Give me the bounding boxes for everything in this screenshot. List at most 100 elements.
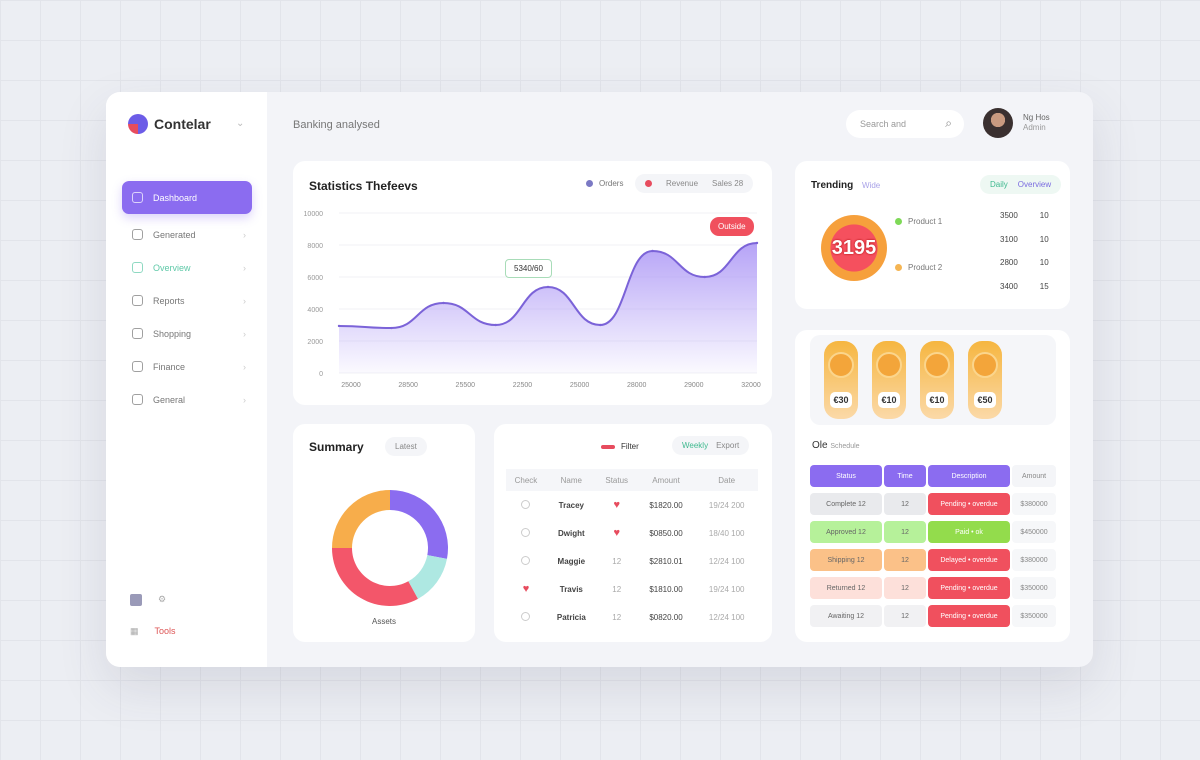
- table-row[interactable]: Dwight ♥ $0850.00 18/40 100: [506, 519, 758, 547]
- sidebar: Contelar ⌄ Dashboard Generated › Overview › R…: [106, 92, 267, 667]
- grid-row[interactable]: Complete 12 12 Pending • overdue $380000: [810, 493, 1056, 515]
- sidebar-item-shopping[interactable]: Shopping ›: [122, 317, 252, 350]
- area-chart: 0 2000 4000 6000 8000 10000 25000 28500 25500 225…: [304, 211, 761, 389]
- data-point[interactable]: [337, 324, 341, 328]
- table-row[interactable]: Patricia 12 $0820.00 12/24 100: [506, 603, 758, 631]
- trending-tag: Wide: [862, 181, 881, 190]
- data-point[interactable]: [651, 249, 654, 253]
- donut-slice-purple[interactable]: [390, 490, 448, 559]
- data-point[interactable]: [755, 241, 759, 245]
- reward-badge[interactable]: €10: [872, 341, 906, 419]
- nav-icon: [132, 394, 143, 405]
- y-tick-label: 10000: [304, 211, 324, 218]
- chevron-right-icon: ›: [243, 262, 246, 273]
- reward-badge[interactable]: €10: [920, 341, 954, 419]
- sidebar-item-finance[interactable]: Finance ›: [122, 350, 252, 383]
- nav-label: Overview: [153, 262, 191, 273]
- grid-header-cell[interactable]: Description: [928, 465, 1010, 487]
- sidebar-item-reports[interactable]: Reports ›: [122, 284, 252, 317]
- series-line-orders: [338, 242, 758, 330]
- nav-label: Finance: [153, 361, 186, 372]
- nav-icon: [132, 295, 143, 306]
- grid-header-cell[interactable]: Time: [884, 465, 926, 487]
- row-checkbox[interactable]: [521, 611, 531, 621]
- data-point[interactable]: [442, 301, 445, 305]
- summary-card: Summary Latest Assets: [293, 424, 475, 642]
- square-icon[interactable]: [130, 594, 142, 606]
- table-header: Check Name Status Amount Date: [506, 469, 758, 491]
- legend-product-1: Product 1: [895, 217, 942, 226]
- trending-toggle[interactable]: Daily Overview: [980, 175, 1062, 194]
- user-name: Ng Hos: [1023, 113, 1050, 122]
- heart-icon[interactable]: ♥: [522, 583, 530, 595]
- grid-icon[interactable]: ▦: [130, 626, 139, 636]
- column-header[interactable]: Check: [506, 469, 546, 491]
- search-icon[interactable]: ⌕: [945, 116, 952, 130]
- trending-row: 3400 15: [1000, 281, 1049, 291]
- grid-header-cell[interactable]: Amount: [1012, 465, 1056, 487]
- legend-revenue[interactable]: Revenue Sales 28: [635, 174, 754, 193]
- reward-badge[interactable]: €50: [968, 341, 1002, 419]
- table-row[interactable]: ♥ Travis 12 $1810.00 19/24 100: [522, 583, 745, 595]
- row-checkbox[interactable]: [521, 499, 531, 509]
- table-row[interactable]: Tracey ♥ $1820.00 19/24 200: [506, 491, 758, 519]
- avatar[interactable]: [983, 108, 1013, 138]
- chevron-down-icon[interactable]: ⌄: [236, 118, 245, 129]
- summary-period[interactable]: Latest: [385, 437, 427, 456]
- row-checkbox[interactable]: [521, 527, 531, 537]
- grid-row[interactable]: Approved 12 12 Paid • ok $450000: [810, 521, 1056, 543]
- chevron-right-icon: ›: [243, 328, 246, 339]
- column-header[interactable]: Name: [545, 469, 597, 491]
- y-tick-label: 4000: [307, 307, 323, 314]
- data-point[interactable]: [390, 326, 393, 330]
- column-header[interactable]: Amount: [636, 469, 696, 491]
- search-input[interactable]: Search and ⌕: [846, 110, 964, 138]
- nav-icon: [132, 229, 143, 240]
- period-select[interactable]: Sales 28: [712, 179, 744, 188]
- footer-label[interactable]: Tools: [154, 626, 176, 636]
- sidebar-item-dashboard[interactable]: Dashboard: [122, 181, 252, 214]
- sidebar-footer: ⚙ ▦ Tools: [130, 594, 176, 637]
- column-header[interactable]: Status: [596, 469, 637, 491]
- x-tick-label: 25000: [341, 382, 361, 389]
- data-point[interactable]: [599, 323, 602, 327]
- table-row[interactable]: Maggie 12 $2810.01 12/24 100: [506, 547, 758, 575]
- donut-slice-orange[interactable]: [332, 490, 390, 548]
- column-header[interactable]: Date: [695, 469, 758, 491]
- legend-orders[interactable]: Orders: [586, 179, 623, 188]
- grid-row[interactable]: Shipping 12 12 Delayed • overdue $380000: [810, 549, 1056, 571]
- grid-row[interactable]: Returned 12 12 Pending • overdue $350000: [810, 577, 1056, 599]
- outside-badge[interactable]: Outside: [710, 217, 754, 236]
- y-tick-label: 8000: [307, 243, 323, 250]
- heart-icon: ♥: [613, 499, 620, 511]
- filter-legend[interactable]: Filter: [601, 442, 639, 451]
- nav-label: Shopping: [153, 328, 192, 339]
- grid-row[interactable]: Awaiting 12 12 Pending • overdue $350000: [810, 605, 1056, 627]
- summary-title: Summary: [309, 440, 364, 454]
- reward-badge[interactable]: €30: [824, 341, 858, 419]
- badge-row: €30 €10 €10 €50: [810, 335, 1056, 425]
- x-tick-label: 25500: [456, 382, 476, 389]
- y-tick-label: 6000: [307, 275, 323, 282]
- data-point[interactable]: [546, 285, 550, 289]
- trending-values: 3500 10 3100 10 2800 10 3400 15: [1000, 211, 1049, 305]
- user-info[interactable]: Ng Hos Admin: [1023, 113, 1050, 133]
- donut-slice-red[interactable]: [332, 548, 418, 606]
- trending-title: Trending: [811, 180, 854, 191]
- data-point[interactable]: [494, 323, 497, 327]
- donut-slice-teal[interactable]: [408, 555, 447, 599]
- donut-chart: [332, 490, 448, 606]
- orders-heading: Ole Schedule: [812, 440, 860, 451]
- logo[interactable]: Contelar: [128, 114, 211, 134]
- sidebar-item-generated[interactable]: Generated ›: [122, 218, 252, 251]
- sidebar-item-overview[interactable]: Overview ›: [122, 251, 252, 284]
- table-toggle[interactable]: Weekly Export: [672, 436, 750, 455]
- trending-badge: 3195: [821, 215, 887, 281]
- y-tick-label: 0: [319, 371, 323, 378]
- sidebar-item-general[interactable]: General ›: [122, 383, 252, 416]
- data-point[interactable]: [703, 275, 706, 279]
- row-checkbox[interactable]: [521, 555, 531, 565]
- settings-icon[interactable]: ⚙: [158, 594, 167, 604]
- nav-label: General: [153, 394, 186, 405]
- grid-header-cell[interactable]: Status: [810, 465, 882, 487]
